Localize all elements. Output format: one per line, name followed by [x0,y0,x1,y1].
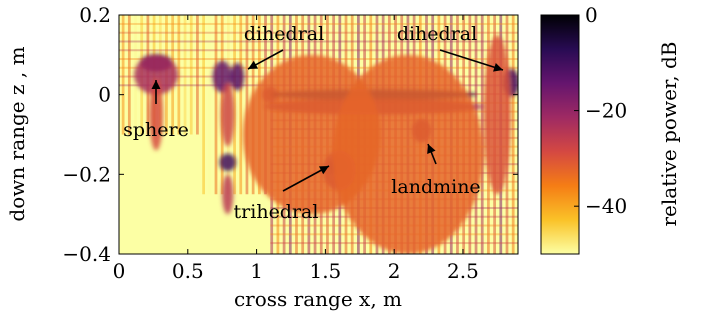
colorbar-ticks: 0 −20 −40 [574,3,627,218]
y-tick-label: 0 [98,83,111,107]
texture-band [119,40,518,43]
colorbar-frame [540,14,580,255]
texture-streak [127,15,131,135]
annotation: dihedral [397,23,504,72]
texture-streak [214,15,218,195]
colorbar-label: relative power, dB [657,41,681,226]
x-tick-label: 1.5 [309,259,341,283]
texture-streak [233,15,236,195]
x-tick-label: 2 [388,259,401,283]
y-axis: 0.2 0 −0.2 −0.4 [62,3,518,266]
colorbar-gradient [541,15,579,254]
heatmap [119,15,518,254]
x-axis: 0 0.5 1 1.5 2 2.5 [113,15,479,283]
texture-streak [183,15,187,135]
x-axis-label: cross range x, m [234,287,402,311]
annotation-arrowhead [248,60,259,69]
texture-streak [202,15,205,195]
texture-streak [511,15,515,254]
annotation-arrowhead [427,144,436,155]
texture-streak [245,15,249,195]
plot-frame [118,14,519,255]
x-tick-label: 0.5 [172,259,204,283]
annotation-label: dihedral [244,23,324,45]
reflector-blob [222,174,234,215]
y-axis-label: down range z , m [5,46,29,221]
reflector-blob [483,34,512,195]
annotation: sphere [123,80,189,141]
texture-streak [208,15,212,195]
annotations: sphere dihedral dihedral trihedral landmine [123,23,504,223]
texture-streak [239,15,243,195]
x-tick-label: 1 [250,259,263,283]
reflector-blob [230,62,245,91]
annotation-label: landmine [391,176,480,198]
texture-streak [121,15,125,135]
y-tick-label: 0.2 [79,3,111,27]
texture-band [119,31,518,34]
annotation: landmine [391,143,481,198]
texture-band [119,22,518,25]
colorbar-tick-label: −40 [585,194,627,218]
texture-band [119,49,518,52]
annotation: trihedral [234,165,330,223]
annotation-label: trihedral [234,201,319,223]
texture-streak [189,15,193,135]
x-tick-label: 0 [113,259,126,283]
reflector-blob [149,78,164,151]
y-tick-label: −0.2 [62,162,111,186]
heatmap-reflectors [134,34,518,254]
texture-streak [480,15,484,254]
reflector-blob [220,82,235,147]
x-tick-label: 2.5 [447,259,479,283]
annotation-arrowhead [493,62,503,72]
colorbar-tick-label: −20 [585,99,627,123]
reflector-blob [219,153,236,172]
colorbar: 0 −20 −40 [540,3,627,255]
reflector-blob [332,54,484,254]
reflector-blob [134,54,179,95]
texture-streak [177,15,181,135]
colorbar-tick-label: 0 [585,3,598,27]
y-tick-label: −0.4 [62,242,111,266]
annotation-arrowhead [318,166,329,175]
annotation-label: sphere [123,119,189,141]
annotation-arrow [439,49,504,71]
annotation-arrowhead [151,80,161,89]
annotation-label: dihedral [397,23,477,45]
annotation: dihedral [244,23,324,70]
texture-streak [196,15,199,135]
